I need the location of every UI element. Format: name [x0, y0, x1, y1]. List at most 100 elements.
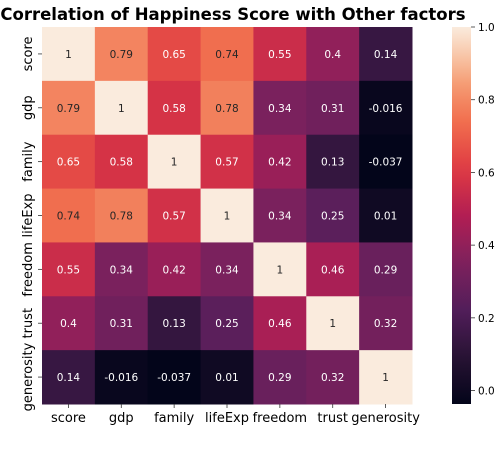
- axes: score gdp family lifeExp freedom trust generos…: [21, 36, 420, 426]
- heatmap-cell: [94, 350, 149, 405]
- x-tick-label: score: [51, 411, 86, 426]
- cell-value-label: 0.78: [215, 103, 238, 115]
- y-tick-label: trust: [21, 308, 36, 339]
- x-tick-label: family: [154, 411, 194, 426]
- heatmap-cell: [306, 80, 360, 136]
- cell-value-label: 0.32: [374, 318, 397, 330]
- y-tick-label: score: [21, 36, 36, 71]
- heatmap-cell: [306, 350, 360, 405]
- heatmap-cell: [253, 80, 307, 136]
- heatmap-cell: [359, 242, 413, 297]
- heatmap-cell: [147, 296, 202, 351]
- colorbar: 0.0 0.2 0.4 0.6 0.8 1.0: [452, 22, 495, 404]
- cell-value-label: 0.34: [268, 103, 292, 115]
- heatmap-cell: [42, 296, 96, 351]
- cell-value-label: 0.34: [268, 211, 292, 223]
- cell-value-label: 0.78: [110, 211, 133, 223]
- heatmap-cell: [147, 242, 202, 297]
- cell-value-label: 0.46: [321, 264, 345, 276]
- cell-value-label: 0.4: [60, 318, 77, 330]
- colorbar-tick-label: 0.6: [478, 167, 495, 179]
- y-tick-label: lifeExp: [21, 194, 36, 238]
- cell-value-label: 0.13: [321, 157, 344, 169]
- y-tick-label: gdp: [21, 95, 36, 120]
- heatmap-cell: [253, 296, 307, 351]
- heatmap-cell: [359, 27, 413, 82]
- cell-value-label: 1: [65, 49, 72, 61]
- heatmap-cell: [253, 188, 307, 243]
- cell-value-label: 1: [171, 157, 178, 169]
- cell-value-label: 0.79: [110, 49, 133, 61]
- cell-value-label: 0.79: [57, 103, 80, 115]
- heatmap-cell: [94, 242, 149, 297]
- cell-value-label: 0.4: [324, 49, 341, 61]
- heatmap-cell: [42, 27, 96, 82]
- cell-value-label: 0.57: [215, 157, 238, 169]
- heatmap-cell: [359, 350, 413, 405]
- cell-value-label: -0.016: [369, 103, 403, 115]
- heatmap-cell: [42, 350, 96, 405]
- cell-value-label: 0.55: [268, 49, 291, 61]
- heatmap-cell: [94, 134, 149, 190]
- heatmap-cell: [200, 134, 254, 190]
- heatmap-cell: [94, 296, 149, 351]
- y-tick-label: family: [21, 141, 36, 181]
- heatmap-cell: [306, 27, 360, 82]
- cell-value-label: 0.25: [321, 211, 344, 223]
- colorbar-tick-label: 0.0: [478, 386, 495, 398]
- cell-value-label: 0.32: [321, 372, 344, 384]
- cell-value-label: 0.34: [215, 264, 239, 276]
- heatmap-cell: [359, 296, 413, 351]
- heatmap-cell: [42, 242, 96, 297]
- cell-value-label: 1: [329, 318, 336, 330]
- heatmap-cells: [42, 27, 413, 405]
- heatmap-cell: [200, 242, 254, 297]
- heatmap-cell: [306, 188, 360, 243]
- heatmap-cell: [147, 188, 202, 243]
- cell-value-label: 0.29: [268, 372, 291, 384]
- cell-value-label: 0.74: [215, 49, 239, 61]
- cell-value-label: 1: [118, 103, 125, 115]
- cell-value-label: 0.31: [110, 318, 133, 330]
- heatmap-cell: [200, 188, 254, 243]
- cell-value-labels: 1 0.79 0.65 0.74 0.55 0.4 0.14 0.79 1 0.58 0.78 0.3…: [57, 49, 403, 384]
- heatmap-cell: [147, 27, 202, 82]
- cell-value-label: 1: [382, 372, 389, 384]
- cell-value-label: 0.31: [321, 103, 344, 115]
- colorbar-tick-label: 0.2: [478, 313, 495, 325]
- cell-value-label: 1: [277, 264, 284, 276]
- cell-value-label: 0.65: [57, 157, 80, 169]
- cell-value-label: 0.46: [268, 318, 292, 330]
- cell-value-label: -0.037: [157, 372, 191, 384]
- heatmap-cell: [147, 80, 202, 136]
- heatmap-cell: [359, 134, 413, 190]
- cell-value-label: 0.65: [162, 49, 185, 61]
- heatmap-cell: [200, 350, 254, 405]
- cell-value-label: 0.42: [268, 157, 291, 169]
- heatmap-cell: [94, 188, 149, 243]
- heatmap-cell: [147, 134, 202, 190]
- colorbar-tick-label: 0.8: [478, 95, 495, 107]
- cell-value-label: 0.01: [215, 372, 238, 384]
- heatmap-cell: [200, 27, 254, 82]
- heatmap-cell: [306, 242, 360, 297]
- cell-value-label: 0.29: [374, 264, 397, 276]
- cell-value-label: 0.55: [57, 264, 80, 276]
- heatmap-cell: [200, 80, 254, 136]
- x-tick-label: generosity: [351, 411, 420, 426]
- colorbar-gradient: [452, 27, 471, 404]
- chart-title: Correlation of Happiness Score with Othe…: [0, 5, 465, 24]
- cell-value-label: -0.016: [104, 372, 138, 384]
- heatmap-cell: [359, 188, 413, 243]
- heatmap-cell: [306, 296, 360, 351]
- x-tick-label: freedom: [253, 411, 308, 426]
- heatmap-cell: [94, 27, 149, 82]
- heatmap-cell: [253, 350, 307, 405]
- cell-value-label: 0.42: [162, 264, 185, 276]
- cell-value-label: 0.25: [215, 318, 238, 330]
- cell-value-label: 0.34: [110, 264, 134, 276]
- cell-value-label: 0.01: [374, 211, 397, 223]
- colorbar-tick-label: 0.4: [478, 240, 495, 252]
